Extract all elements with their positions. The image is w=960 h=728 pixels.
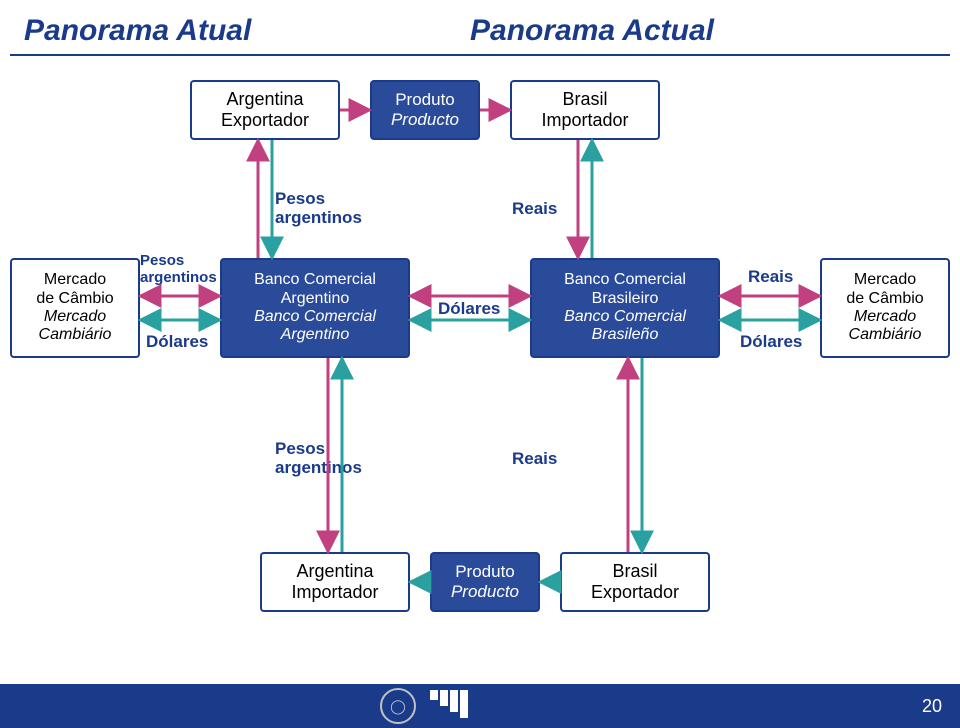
text: Exportador <box>221 110 309 131</box>
lbl-dolares-mid: Dólares <box>438 300 500 319</box>
title-rule <box>10 54 950 56</box>
box-banco-bra: Banco Comercial Brasileiro Banco Comerci… <box>530 258 720 358</box>
lbl-dolares-left: Dólares <box>146 333 208 352</box>
text: Argentina <box>226 89 303 110</box>
box-arg-export: Argentina Exportador <box>190 80 340 140</box>
text: Producto <box>451 582 519 602</box>
box-produto-top: Produto Producto <box>370 80 480 140</box>
box-arg-import: Argentina Importador <box>260 552 410 612</box>
text: Banco Comercial <box>254 308 376 326</box>
text: Brasileño <box>592 326 659 344</box>
title-right: Panorama Actual <box>470 14 714 48</box>
lbl-pesos-left: Pesos argentinos <box>140 253 217 286</box>
text: Importador <box>291 582 378 603</box>
text: Argentino <box>281 326 350 344</box>
box-brasil-exp: Brasil Exportador <box>560 552 710 612</box>
box-mkt-left: Mercado de Câmbio Mercado Cambiário <box>10 258 140 358</box>
text: Produto <box>395 90 455 110</box>
text: Banco Comercial <box>564 271 686 289</box>
text: Banco Comercial <box>254 271 376 289</box>
text: Brasil <box>612 561 657 582</box>
lbl-reais-right: Reais <box>748 268 793 287</box>
box-produto-bot: Produto Producto <box>430 552 540 612</box>
text: Brasil <box>562 89 607 110</box>
text: Brasileiro <box>592 290 659 308</box>
box-banco-arg: Banco Comercial Argentino Banco Comercia… <box>220 258 410 358</box>
box-mkt-right: Mercado de Câmbio Mercado Cambiário <box>820 258 950 358</box>
lbl-pesos-bot: Pesos argentinos <box>275 440 362 477</box>
text: Produto <box>455 562 515 582</box>
text: de Câmbio <box>846 290 923 308</box>
text: Mercado <box>854 271 916 289</box>
lbl-reais-top: Reais <box>512 200 557 219</box>
text: de Câmbio <box>36 290 113 308</box>
box-brasil-imp: Brasil Importador <box>510 80 660 140</box>
text: Banco Comercial <box>564 308 686 326</box>
text: Exportador <box>591 582 679 603</box>
text: Importador <box>541 110 628 131</box>
footer-logo-icon: ◯ <box>380 688 416 724</box>
connectors <box>0 0 960 728</box>
text: Mercado <box>44 271 106 289</box>
text: Mercado <box>44 308 106 326</box>
text: Argentina <box>296 561 373 582</box>
text: Argentino <box>281 290 350 308</box>
text: Cambiário <box>39 326 112 344</box>
text: Cambiário <box>849 326 922 344</box>
text: Producto <box>391 110 459 130</box>
lbl-pesos-top: Pesos argentinos <box>275 190 362 227</box>
page-number: 20 <box>922 696 942 717</box>
lbl-reais-bot: Reais <box>512 450 557 469</box>
text: Mercado <box>854 308 916 326</box>
lbl-dolares-right: Dólares <box>740 333 802 352</box>
footer-bar: ◯ 20 <box>0 684 960 728</box>
title-left: Panorama Atual <box>24 14 251 48</box>
footer-bars-icon <box>430 690 468 718</box>
